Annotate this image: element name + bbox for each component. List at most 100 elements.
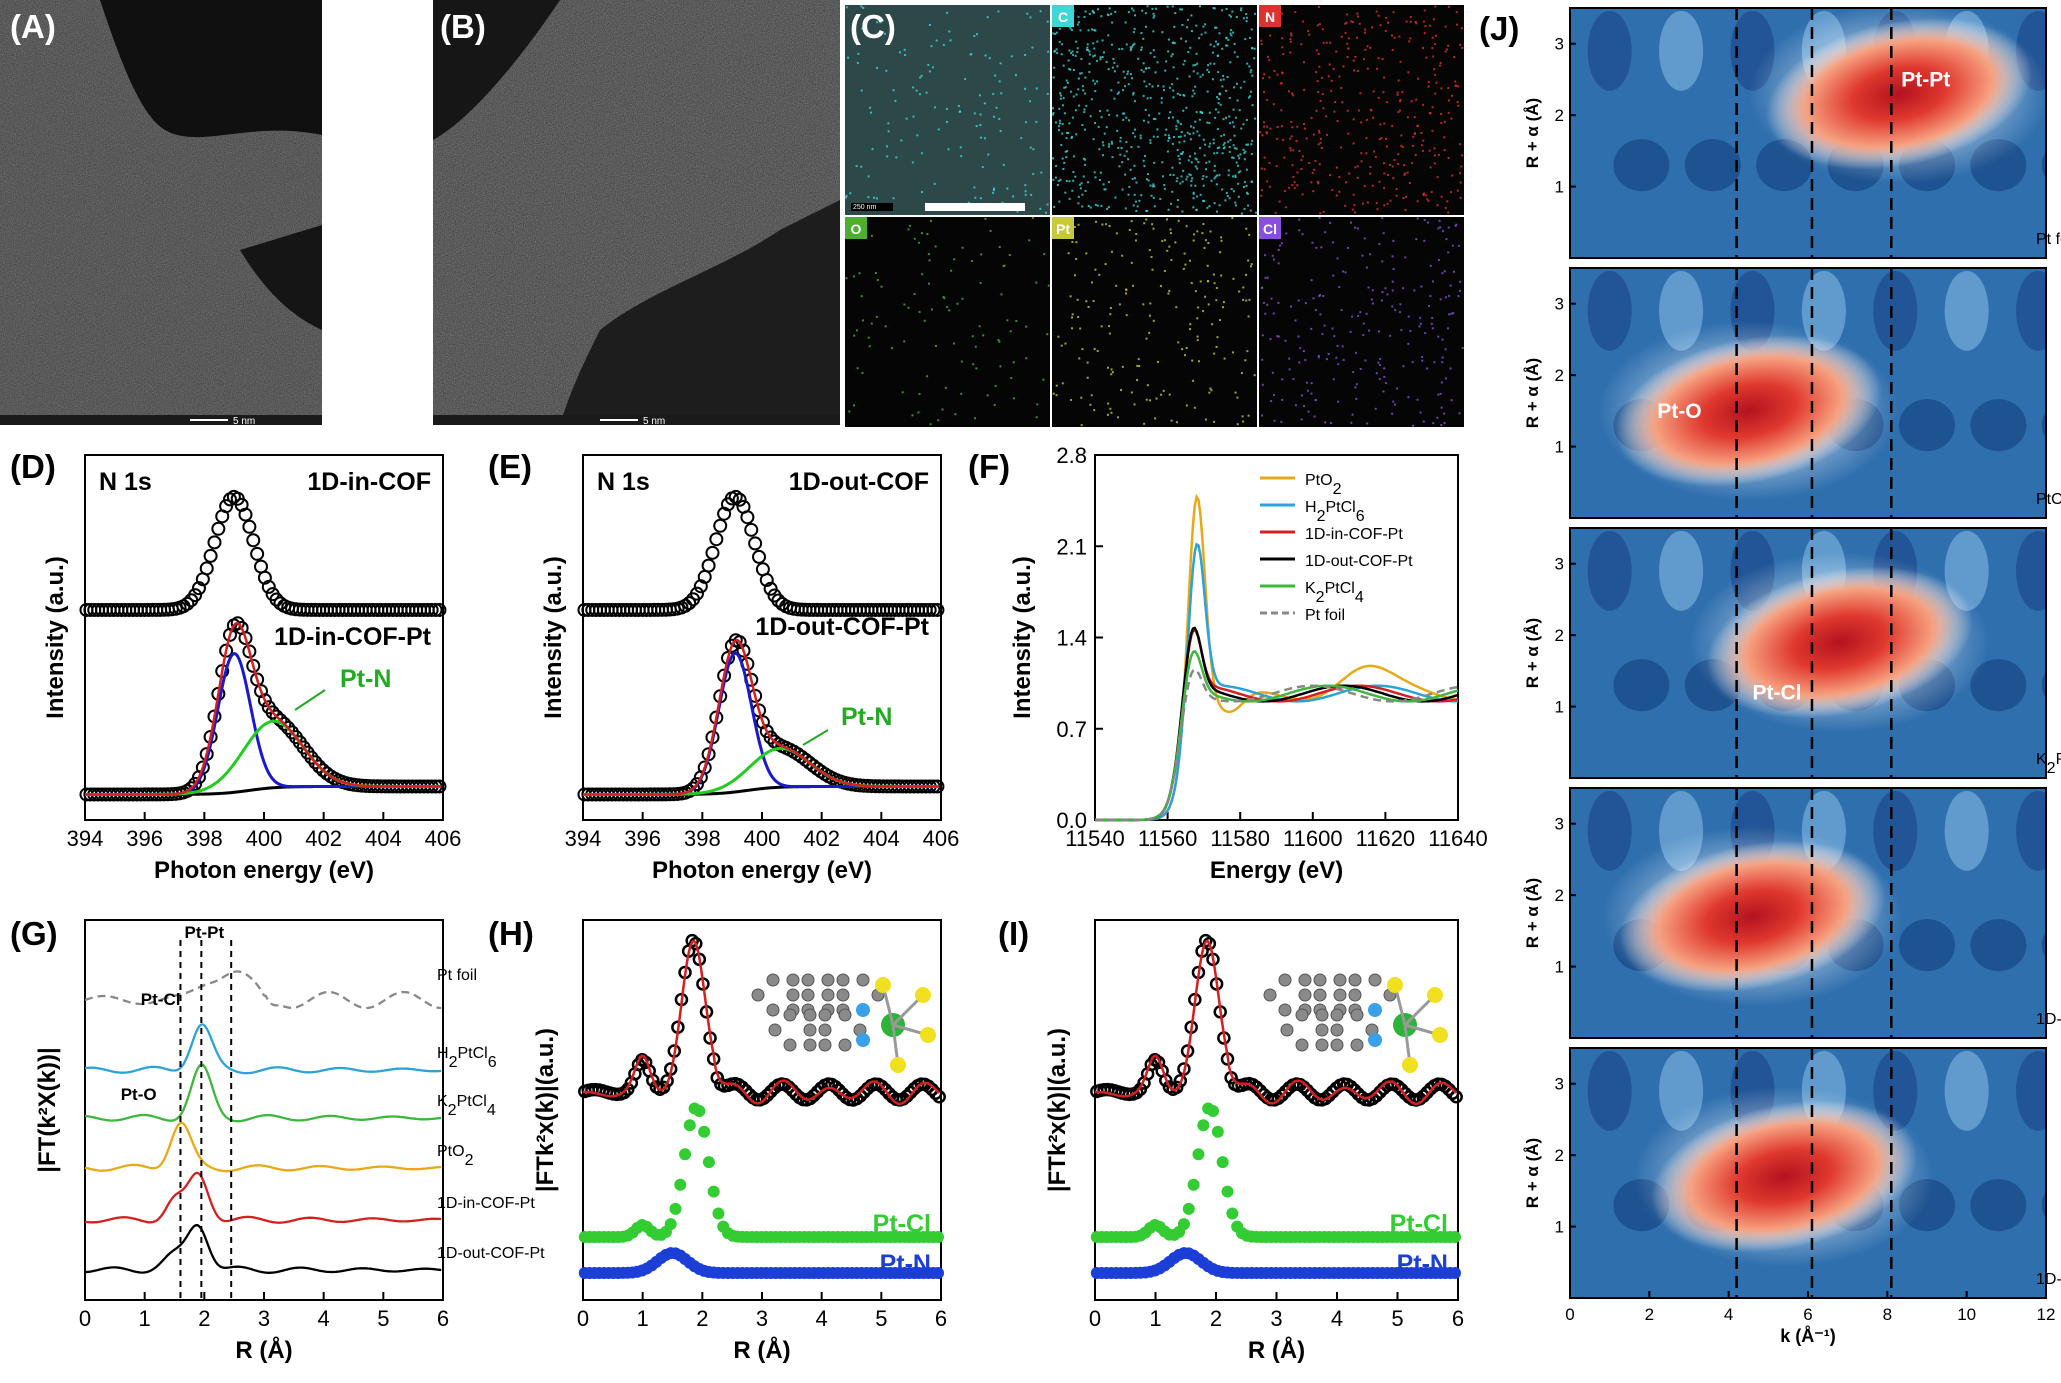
- eds-tile: [1259, 217, 1464, 427]
- eds-dot: [1181, 180, 1184, 183]
- eds-dot: [1071, 327, 1074, 330]
- data-point: [1416, 1089, 1431, 1103]
- eds-dot: [1365, 118, 1368, 121]
- eds-dot: [1102, 154, 1105, 157]
- eds-dot: [1196, 195, 1199, 198]
- eds-dot: [971, 260, 974, 263]
- eds-dot: [1194, 152, 1197, 155]
- eds-dot: [1055, 164, 1058, 167]
- molecule-nitrogen-atom: [856, 1033, 870, 1047]
- eds-dot: [1354, 55, 1357, 58]
- eds-dot: [1272, 103, 1275, 106]
- end: 1D-out-COF-Pt: [437, 1245, 545, 1262]
- eds-dot: [860, 295, 863, 298]
- eds-dot: [1439, 392, 1442, 395]
- eds-dot: [1399, 60, 1402, 63]
- eds-dot: [967, 201, 970, 204]
- eds-dot: [1300, 159, 1303, 162]
- eds-dot: [1196, 317, 1199, 320]
- eds-dot: [1129, 49, 1132, 52]
- eds-dot: [1353, 69, 1356, 72]
- eds-dot: [1261, 134, 1264, 137]
- series-line: [84, 970, 442, 1010]
- eds-dot: [1421, 355, 1424, 358]
- eds-dot: [1052, 32, 1055, 35]
- eds-dot: [1394, 403, 1397, 406]
- x-axis-label: R (Å): [1248, 1336, 1305, 1364]
- eds-dot: [1067, 252, 1070, 255]
- panel-label-e: (E): [488, 448, 532, 485]
- eds-dot: [1245, 273, 1248, 276]
- eds-dot: [1122, 70, 1125, 73]
- eds-dot: [903, 48, 906, 51]
- eds-dot: [1174, 12, 1177, 15]
- molecule-carbon-atom: [838, 1038, 852, 1052]
- eds-dot: [1137, 145, 1140, 148]
- pt-cl-point: [1211, 1125, 1224, 1138]
- molecule-carbon-atom: [1330, 1023, 1344, 1037]
- eds-dot: [1247, 96, 1250, 99]
- plot-frame: [582, 919, 942, 1301]
- eds-dot: [1450, 191, 1453, 194]
- panel-a-image: [0, 0, 322, 425]
- eds-dot: [1086, 361, 1089, 364]
- eds-dot: [1177, 341, 1180, 344]
- eds-element-badge: [845, 217, 867, 239]
- eds-dot: [1437, 258, 1440, 261]
- eds-element-badge: [1259, 217, 1281, 239]
- eds-dot: [1068, 68, 1071, 71]
- molecule-nitrogen-atom: [856, 1003, 870, 1017]
- eds-dot: [1192, 64, 1195, 67]
- eds-dot: [1369, 253, 1372, 256]
- eds-dot: [1189, 174, 1192, 177]
- eds-dot: [1196, 230, 1199, 233]
- eds-dot: [1059, 97, 1062, 100]
- eds-dot: [1422, 103, 1425, 106]
- eds-dot: [1162, 85, 1165, 88]
- eds-dot: [1430, 322, 1433, 325]
- end: 1D-out-COF-Pt: [2036, 1271, 2061, 1288]
- eds-dot: [984, 54, 987, 57]
- wavelet-lobe: [2041, 1191, 2046, 1219]
- eds-dot: [1108, 325, 1111, 328]
- eds-dot: [948, 309, 951, 312]
- eds-dot: [1377, 14, 1380, 17]
- eds-dot: [1233, 134, 1236, 137]
- eds-dot: [1186, 26, 1189, 29]
- eds-dot: [1396, 91, 1399, 94]
- eds-dot: [1347, 246, 1350, 249]
- eds-dot: [1312, 190, 1315, 193]
- eds-dot: [1012, 195, 1015, 198]
- eds-dot: [875, 197, 878, 200]
- eds-dot: [1077, 223, 1080, 226]
- eds-dot: [1190, 282, 1193, 285]
- eds-dot: [1242, 420, 1245, 423]
- eds-dot: [1378, 243, 1381, 246]
- eds-dot: [1210, 389, 1213, 392]
- eds-dot: [1207, 64, 1210, 67]
- eds-dot: [1149, 302, 1152, 305]
- eds-dot: [1250, 263, 1253, 266]
- eds-dot: [1427, 221, 1430, 224]
- eds-dot: [1244, 38, 1247, 41]
- eds-dot: [1302, 350, 1305, 353]
- eds-dot: [1089, 206, 1092, 209]
- eds-dot: [1321, 92, 1324, 95]
- eds-dot: [1189, 46, 1192, 49]
- wavelet-lobe: [1659, 10, 1704, 91]
- data-point: [277, 716, 292, 731]
- eds-dot: [1176, 205, 1179, 208]
- eds-dot: [1116, 65, 1119, 68]
- molecule-carbon-atom: [1263, 988, 1277, 1002]
- eds-dot: [1370, 26, 1373, 29]
- eds-dot: [1281, 46, 1284, 49]
- eds-dot: [1060, 53, 1063, 56]
- eds-dot: [1365, 312, 1368, 315]
- eds-dot: [1294, 11, 1297, 14]
- eds-dot: [1124, 207, 1127, 210]
- eds-dot: [848, 410, 851, 413]
- eds-dot: [1096, 40, 1099, 43]
- eds-dot: [1384, 287, 1387, 290]
- eds-dot: [1310, 181, 1313, 184]
